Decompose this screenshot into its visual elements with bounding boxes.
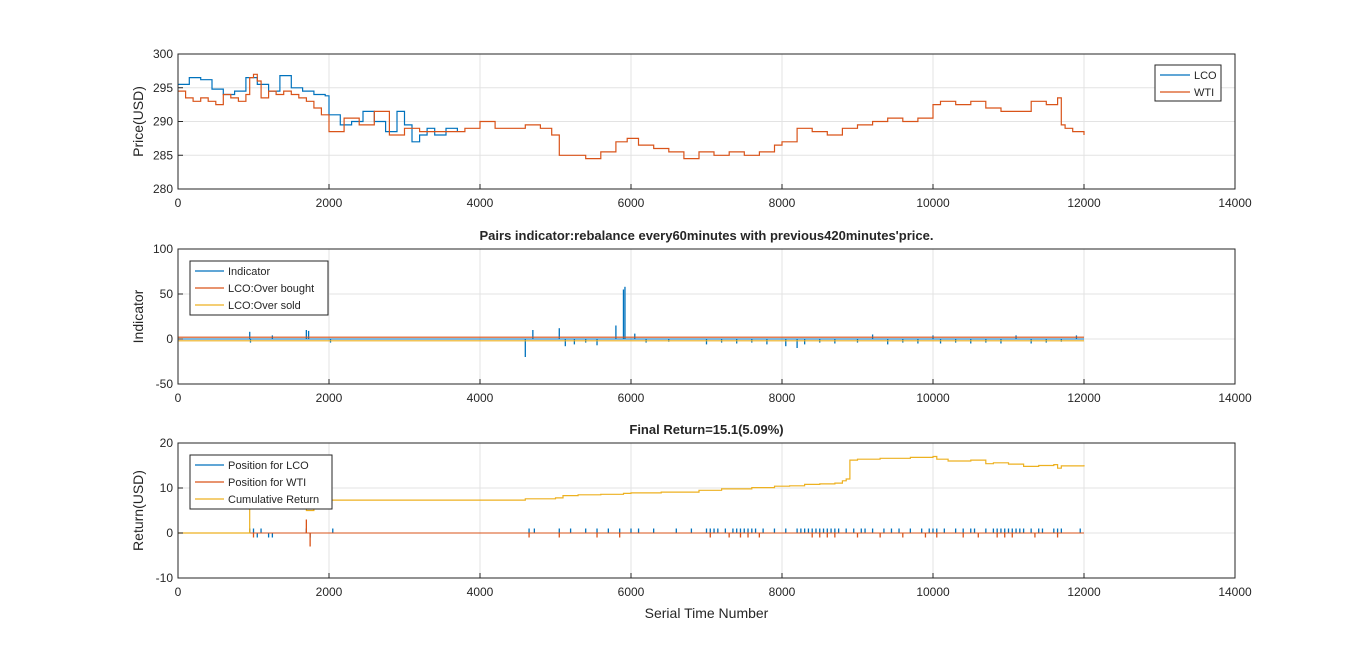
legend-box [1154,64,1222,102]
indicator-panel: 0 2000 4000 6000 8000 10000 12000 14000-5005010… [130,228,1252,405]
y-tick-label: 285 [153,148,173,162]
indicator-ylabel: Indicator [130,289,146,343]
x-tick-label: 8000 [769,196,796,210]
indicator-series [178,286,1084,357]
indicator-axes-box [177,248,1236,385]
price-series [178,73,1085,160]
x-tick-label: 2000 [316,585,343,599]
return-axes-box [177,442,1236,579]
x-tick-label: 14000 [1218,196,1252,210]
x-tick-label: 10000 [916,391,950,405]
x-tick-label: 6000 [618,196,645,210]
y-tick-label: 300 [153,47,173,61]
return-title: Final Return=15.1(5.09%) [629,422,783,437]
x-tick-label: 4000 [467,391,494,405]
x-tick-label: 4000 [467,585,494,599]
legend-label: Cumulative Return [228,494,319,506]
wti-line [178,73,1085,160]
return-panel: 0 2000 4000 6000 8000 10000 12000 14000-1001020… [130,422,1252,621]
indicator-legend: Indicator LCO:Over bought LCO:Over sold [189,260,329,316]
y-tick-label: 295 [153,81,173,95]
y-tick-label: 20 [160,436,174,450]
x-tick-label: 0 [175,585,182,599]
legend-label: LCO:Over bought [228,283,314,295]
x-tick-label: 12000 [1067,391,1101,405]
x-tick-label: 0 [175,391,182,405]
y-tick-label: 0 [166,526,173,540]
y-tick-label: -10 [156,571,174,585]
price-ticks: 0 2000 4000 6000 8000 10000 12000 14000 280 285 29… [153,47,1252,210]
legend-label: Indicator [228,266,271,278]
legend-label: Position for LCO [228,460,309,472]
x-tick-label: 0 [175,196,182,210]
legend-label: LCO:Over sold [228,300,301,312]
y-tick-label: 0 [166,332,173,346]
x-tick-label: 8000 [769,585,796,599]
x-tick-label: 8000 [769,391,796,405]
legend-label: LCO [1194,70,1217,82]
x-tick-label: 6000 [618,585,645,599]
return-legend: Position for LCO Position for WTI Cumulati… [189,454,333,510]
indicator-title: Pairs indicator:rebalance every60minutes… [480,228,934,243]
x-tick-label: 2000 [316,196,343,210]
price-legend: LCO WTI [1154,64,1222,102]
price-ylabel: Price(USD) [130,86,146,157]
y-tick-label: 50 [160,287,174,301]
x-tick-label: 12000 [1067,585,1101,599]
legend-label: WTI [1194,87,1214,99]
x-tick-label: 14000 [1218,391,1252,405]
x-tick-label: 6000 [618,391,645,405]
x-tick-label: 10000 [916,196,950,210]
y-tick-label: 10 [160,481,174,495]
x-tick-label: 10000 [916,585,950,599]
x-tick-label: 12000 [1067,196,1101,210]
return-ylabel: Return(USD) [130,470,146,551]
y-tick-label: 280 [153,182,173,196]
legend-label: Position for WTI [228,477,306,489]
return-xlabel: Serial Time Number [645,605,769,621]
x-tick-label: 14000 [1218,585,1252,599]
y-tick-label: 100 [153,242,173,256]
y-tick-label: 290 [153,115,173,129]
x-tick-label: 4000 [467,196,494,210]
cumulative-return-line [178,455,1085,534]
price-panel: 0 2000 4000 6000 8000 10000 12000 14000 280 285 29… [130,47,1252,210]
return-series [178,455,1085,547]
y-tick-label: -50 [156,377,174,391]
lco-line [178,75,458,143]
x-tick-label: 2000 [316,391,343,405]
indicator-ticks: 0 2000 4000 6000 8000 10000 12000 14000-5005010… [153,242,1252,405]
